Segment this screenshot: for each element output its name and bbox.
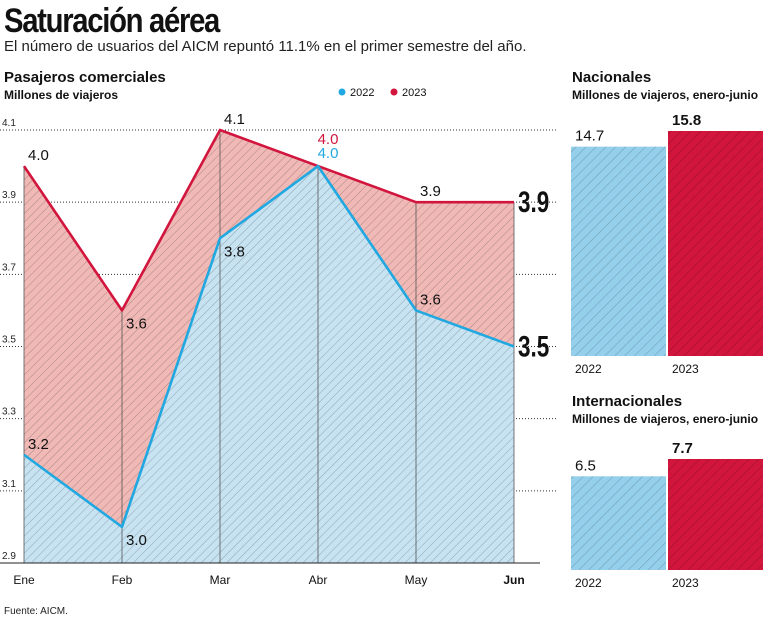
x-tick-label: Ene (13, 573, 35, 587)
nacionales-bar-hatch (668, 131, 763, 356)
internacionales-bar-label: 7.7 (672, 440, 693, 457)
internacionales-x-label: 2022 (575, 576, 602, 590)
x-tick-label: Feb (112, 573, 133, 587)
area-2022-hatch (24, 166, 514, 564)
line-chart-subtitle: Millones de viajeros (4, 88, 119, 102)
data-label-2022: 3.2 (28, 436, 49, 453)
internacionales-title: Internacionales (572, 393, 683, 410)
data-label-2023: 4.1 (224, 111, 245, 128)
page-subtitle: El número de usuarios del AICM repuntó 1… (4, 38, 527, 55)
data-label-2023-final: 3.9 (518, 185, 549, 219)
y-tick-label: 2.9 (2, 551, 16, 562)
data-label-2023: 3.9 (420, 183, 441, 200)
internacionales-bar-hatch (668, 459, 763, 570)
nacionales-bar-hatch (571, 146, 666, 356)
y-tick-label: 3.5 (2, 335, 16, 346)
nacionales-x-label: 2022 (575, 362, 602, 376)
nacionales-title: Nacionales (572, 69, 652, 86)
legend-label-2022: 2022 (350, 87, 374, 99)
area-2023-hatch (24, 130, 514, 527)
internacionales-bar-label: 6.5 (575, 457, 596, 474)
nacionales-x-label: 2023 (672, 362, 699, 376)
y-tick-label: 3.3 (2, 407, 16, 418)
page-title: Saturación aérea (4, 2, 220, 40)
legend-swatch-2023 (390, 88, 398, 96)
data-label-2023: 4.0 (28, 147, 49, 164)
data-label-2022: 3.8 (224, 243, 245, 260)
data-label-2022-final: 3.5 (518, 329, 549, 363)
nacionales-subtitle: Millones de viajeros, enero-junio (572, 88, 759, 102)
x-tick-label: Mar (210, 573, 231, 587)
internacionales-x-label: 2023 (672, 576, 699, 590)
source-note: Fuente: AICM. (4, 606, 68, 617)
y-tick-label: 4.1 (2, 118, 16, 129)
internacionales-subtitle: Millones de viajeros, enero-junio (572, 412, 759, 426)
legend-label-2023: 2023 (402, 87, 426, 99)
line-chart-title: Pasajeros comerciales (4, 69, 166, 86)
internacionales-bar-hatch (571, 476, 666, 570)
y-tick-label: 3.9 (2, 190, 16, 201)
line-chart: 2.9 3.1 3.3 3.5 3.7 3.9 4.1 Ene Feb Mar Abr May Jun 4… (0, 87, 558, 587)
bar-charts: 14.7 2022 15.8 2023 6.5 2022 7.7 2023 (571, 112, 763, 590)
y-tick-label: 3.7 (2, 262, 16, 273)
line-2022 (23, 164, 515, 529)
data-label-2022: 3.0 (126, 532, 147, 549)
data-label-2022: 3.6 (420, 291, 441, 308)
x-tick-label: May (405, 573, 428, 587)
data-label-2023: 3.6 (126, 315, 147, 332)
y-tick-label: 3.1 (2, 479, 16, 490)
data-label-2022: 4.0 (318, 145, 339, 162)
nacionales-bar-label: 15.8 (672, 112, 701, 129)
x-tick-label: Jun (503, 573, 524, 587)
nacionales-bar-label: 14.7 (575, 128, 604, 145)
legend-swatch-2022 (338, 88, 346, 96)
data-label-2023: 4.0 (318, 131, 339, 148)
x-tick-label: Abr (309, 573, 328, 587)
line-2023 (22, 128, 514, 312)
